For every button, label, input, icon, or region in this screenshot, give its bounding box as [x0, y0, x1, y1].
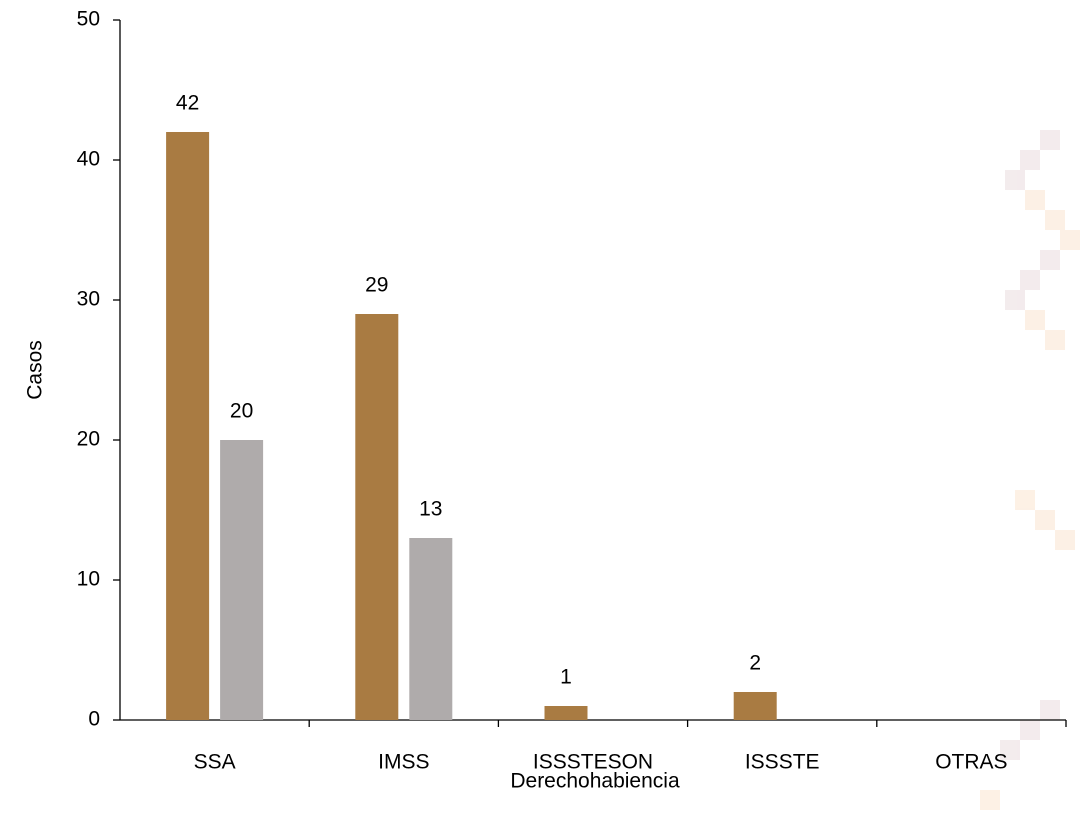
data-label: 13	[419, 498, 442, 521]
y-tick-label: 20	[77, 428, 100, 451]
data-label: 20	[230, 400, 253, 423]
x-tick-label: ISSSTESON	[533, 751, 653, 774]
x-axis-label: Derechohabiencia	[510, 770, 680, 793]
x-tick-label: SSA	[194, 751, 236, 774]
data-label: 1	[560, 666, 572, 689]
bar	[409, 538, 453, 720]
bar	[733, 692, 777, 720]
data-label: 29	[365, 274, 388, 297]
bar	[166, 132, 210, 720]
y-tick-label: 50	[77, 8, 100, 31]
bar	[544, 706, 588, 720]
bar	[220, 440, 264, 720]
y-tick-label: 40	[77, 148, 100, 171]
y-tick-label: 30	[77, 288, 100, 311]
data-label: 42	[176, 92, 199, 115]
background-pattern	[980, 130, 1080, 810]
x-tick-label: OTRAS	[935, 751, 1007, 774]
y-axis-label: Casos	[24, 340, 47, 400]
y-tick-label: 10	[77, 568, 100, 591]
data-label: 2	[749, 652, 761, 675]
bar	[355, 314, 399, 720]
x-tick-label: IMSS	[378, 751, 429, 774]
x-tick-label: ISSSTE	[745, 751, 820, 774]
y-tick-label: 0	[88, 708, 100, 731]
